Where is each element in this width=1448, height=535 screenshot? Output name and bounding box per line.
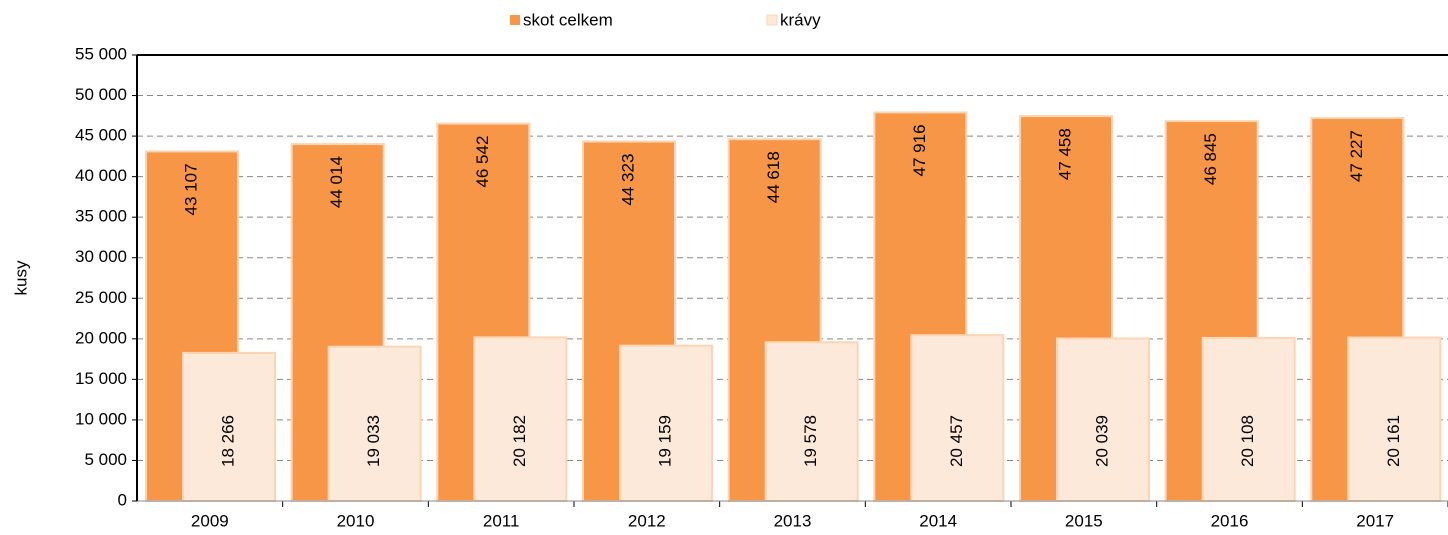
bar: [1201, 336, 1296, 503]
y-tick-label: 30 000: [75, 247, 127, 266]
value-label: 19 159: [655, 415, 674, 467]
bar: [473, 336, 568, 502]
bar: [910, 334, 1005, 503]
value-label: 46 542: [473, 136, 492, 188]
y-tick-label: 20 000: [75, 328, 127, 347]
bar: [619, 344, 713, 503]
x-tick-label: 2013: [774, 511, 812, 530]
value-label: 47 458: [1055, 128, 1074, 180]
bar: [764, 341, 859, 502]
bar: [182, 351, 276, 502]
value-label: 47 227: [1347, 130, 1366, 182]
x-tick-label: 2016: [1211, 511, 1249, 530]
value-label: 47 916: [910, 124, 929, 176]
y-tick-label: 15 000: [75, 369, 127, 388]
bar: [1056, 337, 1150, 502]
y-tick-label: 40 000: [75, 166, 127, 185]
value-label: 20 039: [1092, 415, 1111, 467]
x-tick-label: 2009: [191, 511, 229, 530]
value-label: 44 014: [327, 156, 346, 208]
legend-swatch: [766, 14, 778, 26]
x-tick-label: 2014: [919, 511, 957, 530]
value-label: 18 266: [218, 415, 237, 467]
x-tick-label: 2011: [483, 511, 520, 530]
value-label: 20 182: [510, 415, 529, 467]
value-label: 44 323: [618, 154, 637, 206]
y-tick-label: 0: [118, 490, 127, 509]
y-tick-label: 5 000: [84, 450, 127, 469]
legend-label: krávy: [780, 10, 821, 29]
x-tick-label: 2015: [1065, 511, 1103, 530]
legend-swatch: [510, 15, 520, 25]
x-tick-label: 2010: [337, 511, 375, 530]
value-label: 20 457: [947, 415, 966, 467]
y-axis-label: kusy: [11, 260, 30, 295]
y-tick-label: 45 000: [75, 126, 127, 145]
value-label: 44 618: [764, 151, 783, 203]
y-tick-label: 50 000: [75, 85, 127, 104]
value-label: 20 108: [1238, 415, 1257, 467]
value-label: 46 845: [1201, 133, 1220, 185]
y-tick-label: 25 000: [75, 288, 127, 307]
y-tick-label: 35 000: [75, 207, 127, 226]
x-tick-label: 2017: [1356, 511, 1394, 530]
value-label: 19 578: [801, 415, 820, 467]
x-tick-label: 2012: [628, 511, 666, 530]
y-tick-label: 55 000: [75, 44, 127, 63]
y-tick-label: 10 000: [75, 409, 127, 428]
value-label: 43 107: [181, 163, 200, 215]
legend-label: skot celkem: [523, 10, 613, 29]
value-label: 19 033: [364, 415, 383, 467]
value-label: 20 161: [1384, 415, 1403, 467]
